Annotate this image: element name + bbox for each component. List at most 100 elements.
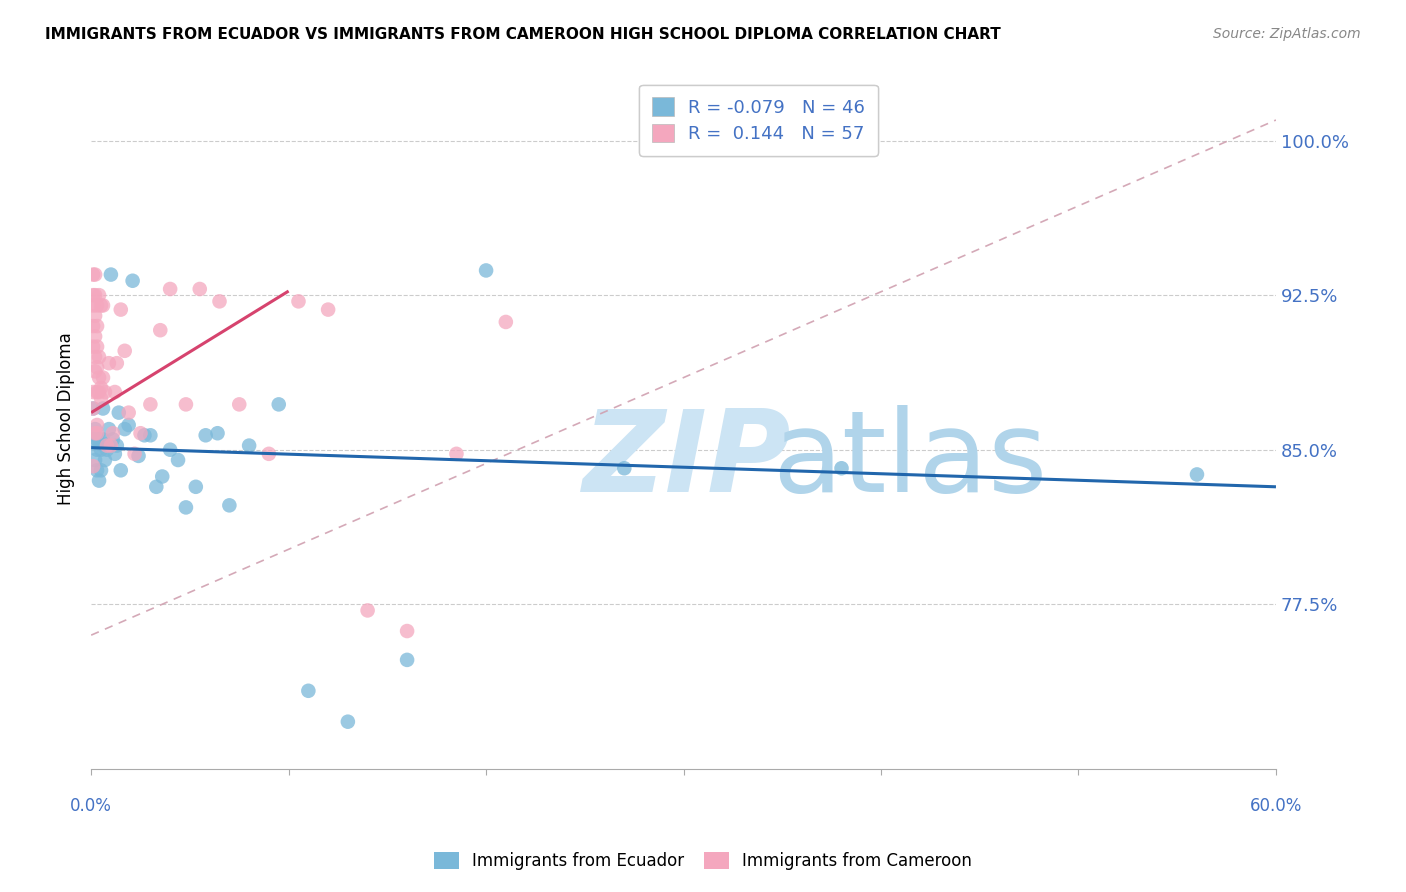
Point	[84, 268, 107, 282]
Point	[228, 397, 250, 411]
Point	[145, 480, 167, 494]
Point	[91, 401, 114, 416]
Point	[86, 433, 108, 447]
Point	[82, 268, 104, 282]
Point	[129, 426, 152, 441]
Point	[84, 350, 107, 364]
Point	[114, 343, 136, 358]
Text: ZIP: ZIP	[583, 405, 792, 516]
Point	[82, 401, 104, 416]
Point	[174, 397, 197, 411]
Point	[208, 294, 231, 309]
Point	[167, 453, 190, 467]
Point	[86, 417, 108, 432]
Point	[188, 282, 211, 296]
Point	[82, 288, 104, 302]
Point	[139, 397, 162, 411]
Point	[1185, 467, 1208, 482]
Point	[86, 319, 108, 334]
Text: atlas: atlas	[772, 405, 1047, 516]
Point	[396, 653, 419, 667]
Point	[91, 370, 114, 384]
Point	[104, 384, 127, 399]
Point	[82, 433, 104, 447]
Point	[90, 442, 112, 457]
Point	[128, 449, 150, 463]
Point	[90, 463, 112, 477]
Point	[86, 360, 108, 375]
Point	[87, 370, 110, 384]
Point	[150, 469, 173, 483]
Point	[100, 268, 122, 282]
Point	[86, 426, 108, 441]
Point	[82, 459, 104, 474]
Point	[101, 433, 124, 447]
Point	[87, 288, 110, 302]
Legend: R = -0.079   N = 46, R =  0.144   N = 57: R = -0.079 N = 46, R = 0.144 N = 57	[640, 85, 877, 156]
Point	[613, 461, 636, 475]
Point	[356, 603, 378, 617]
Point	[91, 433, 114, 447]
Point	[96, 442, 118, 457]
Point	[82, 384, 104, 399]
Point	[96, 439, 118, 453]
Y-axis label: High School Diploma: High School Diploma	[58, 333, 75, 505]
Point	[90, 298, 112, 312]
Point	[97, 356, 120, 370]
Point	[100, 439, 122, 453]
Point	[91, 298, 114, 312]
Point	[101, 426, 124, 441]
Point	[84, 288, 107, 302]
Point	[831, 461, 853, 475]
Point	[287, 294, 309, 309]
Point	[396, 624, 419, 638]
Point	[107, 406, 129, 420]
Point	[86, 298, 108, 312]
Point	[267, 397, 290, 411]
Point	[86, 384, 108, 399]
Point	[174, 500, 197, 515]
Point	[316, 302, 339, 317]
Legend: Immigrants from Ecuador, Immigrants from Cameroon: Immigrants from Ecuador, Immigrants from…	[427, 845, 979, 877]
Point	[118, 417, 141, 432]
Point	[207, 426, 229, 441]
Point	[121, 274, 143, 288]
Point	[86, 442, 108, 457]
Point	[84, 329, 107, 343]
Text: Source: ZipAtlas.com: Source: ZipAtlas.com	[1213, 27, 1361, 41]
Point	[238, 439, 260, 453]
Point	[82, 340, 104, 354]
Point	[110, 463, 132, 477]
Point	[134, 428, 156, 442]
Text: IMMIGRANTS FROM ECUADOR VS IMMIGRANTS FROM CAMEROON HIGH SCHOOL DIPLOMA CORRELAT: IMMIGRANTS FROM ECUADOR VS IMMIGRANTS FR…	[45, 27, 1001, 42]
Point	[87, 350, 110, 364]
Point	[82, 319, 104, 334]
Point	[114, 422, 136, 436]
Point	[218, 499, 240, 513]
Point	[82, 298, 104, 312]
Text: 60.0%: 60.0%	[1250, 797, 1302, 815]
Point	[257, 447, 280, 461]
Point	[84, 422, 107, 436]
Point	[87, 384, 110, 399]
Point	[94, 384, 117, 399]
Point	[104, 447, 127, 461]
Point	[336, 714, 359, 729]
Point	[86, 463, 108, 477]
Text: 0.0%: 0.0%	[70, 797, 112, 815]
Point	[105, 356, 128, 370]
Point	[82, 401, 104, 416]
Point	[124, 447, 146, 461]
Point	[110, 302, 132, 317]
Point	[84, 364, 107, 378]
Point	[90, 381, 112, 395]
Point	[84, 426, 107, 441]
Point	[87, 474, 110, 488]
Point	[297, 683, 319, 698]
Point	[87, 433, 110, 447]
Point	[149, 323, 172, 337]
Point	[446, 447, 468, 461]
Point	[159, 282, 181, 296]
Point	[84, 309, 107, 323]
Point	[97, 422, 120, 436]
